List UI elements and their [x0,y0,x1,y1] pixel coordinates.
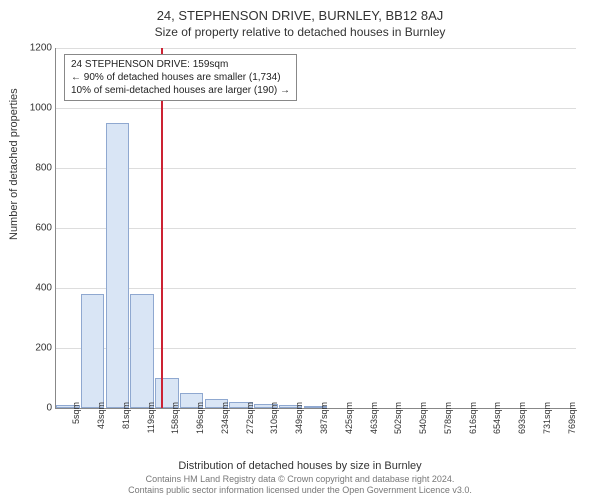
footer: Contains HM Land Registry data © Crown c… [0,474,600,496]
chart-container: 24, STEPHENSON DRIVE, BURNLEY, BB12 8AJ … [0,0,600,500]
x-tick-label: 654sqm [492,402,502,438]
x-tick-label: 540sqm [418,402,428,438]
y-tick-label: 600 [24,223,52,234]
grid-line [56,288,576,289]
x-axis-label: Distribution of detached houses by size … [0,460,600,472]
reference-line [161,48,163,408]
grid-line [56,228,576,229]
y-tick-label: 400 [24,283,52,294]
y-tick-label: 800 [24,163,52,174]
x-tick-label: 616sqm [468,402,478,438]
footer-line-1: Contains HM Land Registry data © Crown c… [0,474,600,485]
page-subtitle: Size of property relative to detached ho… [0,23,600,39]
histogram-bar [130,294,154,408]
grid-line [56,168,576,169]
footer-line-2: Contains public sector information licen… [0,485,600,496]
y-axis-label: Number of detached properties [8,88,20,240]
y-tick-label: 1000 [24,103,52,114]
x-tick-label: 463sqm [369,402,379,438]
x-tick-label: 731sqm [542,402,552,438]
x-tick-label: 578sqm [443,402,453,438]
page-title: 24, STEPHENSON DRIVE, BURNLEY, BB12 8AJ [0,0,600,23]
y-tick-label: 1200 [24,43,52,54]
histogram-bar [81,294,105,408]
x-tick-label: 425sqm [344,402,354,438]
x-tick-label: 387sqm [319,402,329,438]
plot-area: 24 STEPHENSON DRIVE: 159sqm ← 90% of det… [55,48,576,409]
info-line-3: 10% of semi-detached houses are larger (… [71,84,290,97]
info-line-1: 24 STEPHENSON DRIVE: 159sqm [71,58,290,71]
x-tick-label: 769sqm [567,402,577,438]
x-tick-label: 693sqm [517,402,527,438]
y-tick-label: 0 [24,403,52,414]
histogram-bar [106,123,130,408]
x-tick-label: 502sqm [393,402,403,438]
info-line-2: ← 90% of detached houses are smaller (1,… [71,71,290,84]
grid-line [56,108,576,109]
grid-line [56,48,576,49]
info-box: 24 STEPHENSON DRIVE: 159sqm ← 90% of det… [64,54,297,101]
y-tick-label: 200 [24,343,52,354]
